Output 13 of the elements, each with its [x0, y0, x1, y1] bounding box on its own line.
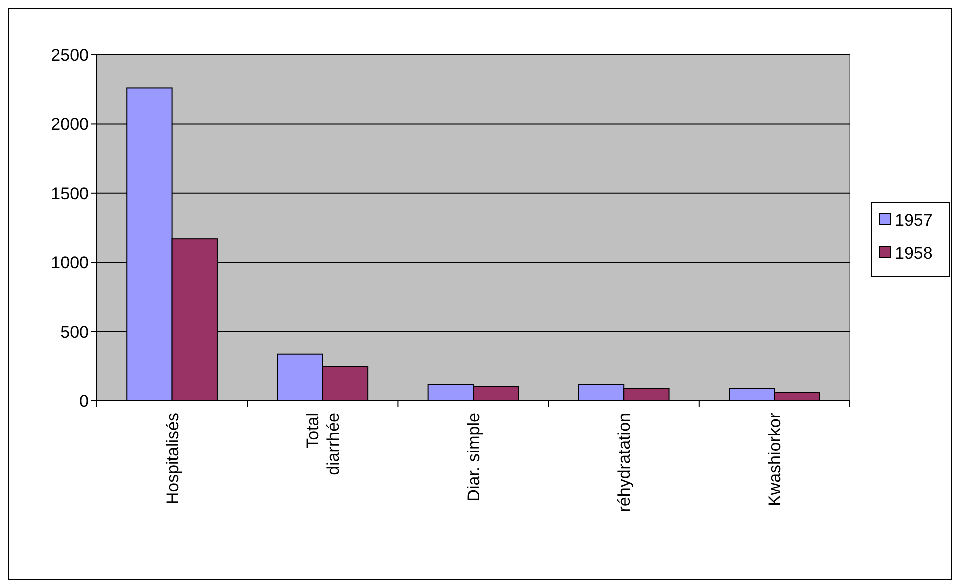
legend-label: 1958 [895, 244, 933, 263]
y-tick-label: 2500 [51, 46, 89, 65]
x-tick-label: Total diarrhée [304, 413, 344, 476]
legend-label: 1957 [895, 210, 933, 230]
y-tick-label: 1500 [51, 184, 89, 204]
x-tick-label: Hospitalisés [163, 413, 182, 505]
y-tick-label: 1000 [51, 254, 89, 273]
x-tick-label: Diar. simple [464, 413, 484, 502]
x-tick-label: Kwashiorkor [766, 412, 785, 507]
y-tick-label: 2000 [51, 115, 89, 134]
y-tick-label: 500 [60, 322, 89, 342]
y-tick-label: 0 [80, 392, 89, 411]
x-tick-label: réhydratation [615, 413, 634, 512]
